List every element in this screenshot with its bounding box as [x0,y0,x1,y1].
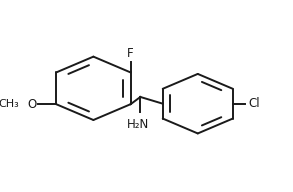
Text: O: O [27,98,37,111]
Text: Cl: Cl [248,97,260,110]
Text: CH₃: CH₃ [0,99,19,109]
Text: H₂N: H₂N [127,118,149,131]
Text: F: F [127,47,134,60]
